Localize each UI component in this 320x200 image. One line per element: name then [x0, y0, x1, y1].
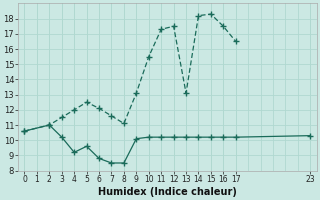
X-axis label: Humidex (Indice chaleur): Humidex (Indice chaleur) [98, 187, 237, 197]
